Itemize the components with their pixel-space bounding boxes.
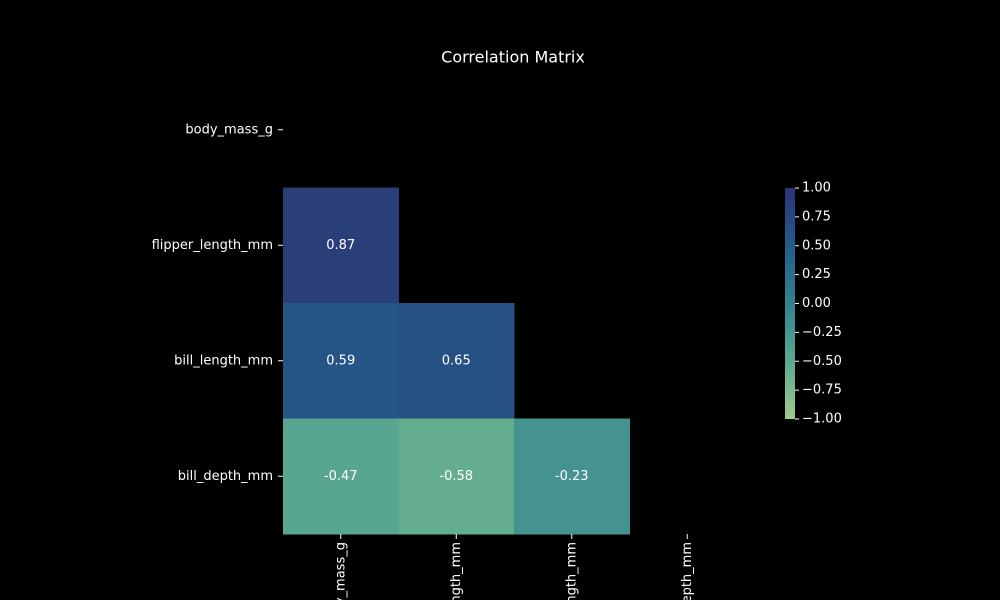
colorbar-tick-label: 0.75 xyxy=(802,209,831,224)
heatmap-cell xyxy=(283,303,399,419)
colorbar-tick-label: −0.50 xyxy=(802,354,842,369)
heatmap-cell xyxy=(398,418,515,535)
colorbar-tick-label: −0.75 xyxy=(802,383,842,398)
heatmap-cell xyxy=(283,187,399,304)
heatmap-cell xyxy=(283,418,399,535)
colorbar-tick-label: 0.00 xyxy=(802,296,831,311)
colorbar-tick-label: −1.00 xyxy=(802,412,842,427)
cell-label: 0.65 xyxy=(442,353,471,368)
y-tick-label: flipper_length_mm xyxy=(152,238,273,253)
chart-title: Correlation Matrix xyxy=(441,48,585,67)
x-tick-label: bill_length_mm xyxy=(564,542,579,600)
cell-label: -0.47 xyxy=(324,469,358,484)
y-tick-label: body_mass_g xyxy=(185,122,273,137)
colorbar-tick-label: −0.25 xyxy=(802,325,842,340)
cell-label: -0.58 xyxy=(439,469,473,484)
x-tick-label: flipper_length_mm xyxy=(449,542,464,600)
cell-label: 0.87 xyxy=(326,238,355,253)
colorbar-tick-label: 1.00 xyxy=(802,181,831,196)
cell-label: -0.23 xyxy=(555,469,589,484)
colorbar xyxy=(785,188,795,419)
colorbar-tick-label: 0.25 xyxy=(802,267,831,282)
cell-label: 0.59 xyxy=(326,353,355,368)
x-tick-label: bill_depth_mm xyxy=(680,542,695,600)
colorbar-tick-label: 0.50 xyxy=(802,238,831,253)
y-tick-label: bill_depth_mm xyxy=(178,469,273,484)
y-tick-label: bill_length_mm xyxy=(174,353,273,368)
x-tick-label: body_mass_g xyxy=(333,542,348,600)
heatmap-cell xyxy=(514,418,630,535)
heatmap-cell xyxy=(398,303,515,419)
